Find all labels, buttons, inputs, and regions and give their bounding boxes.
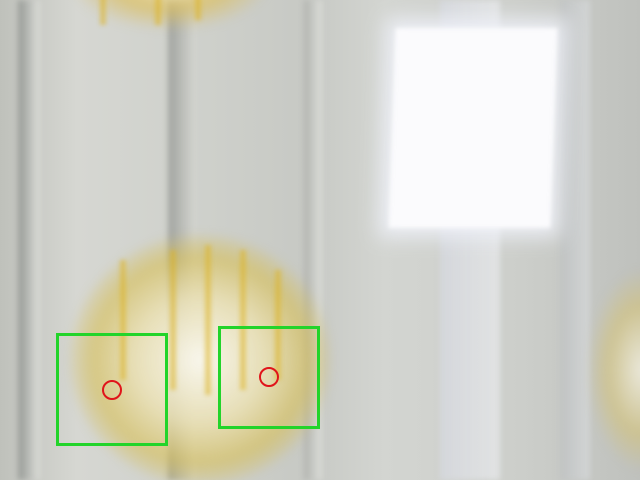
lamp-streak: [205, 245, 211, 395]
lamp-streak: [240, 250, 246, 390]
lamp-streak: [100, 0, 106, 25]
ceiling-beam: [560, 0, 590, 480]
detection-center-marker: [259, 367, 279, 387]
ceiling-beam: [18, 0, 40, 480]
detection-box: [218, 326, 320, 429]
detection-box: [56, 333, 168, 446]
detection-center-marker: [102, 380, 122, 400]
lamp-streak: [195, 0, 201, 20]
lamp-streak: [170, 250, 176, 390]
ceiling-lamp: [70, 235, 330, 480]
lamp-streak: [155, 0, 161, 25]
lamp-streak: [275, 270, 281, 380]
bright-skylight: [388, 28, 558, 228]
ceiling-lamp: [588, 270, 640, 470]
lamp-streak: [120, 260, 126, 380]
